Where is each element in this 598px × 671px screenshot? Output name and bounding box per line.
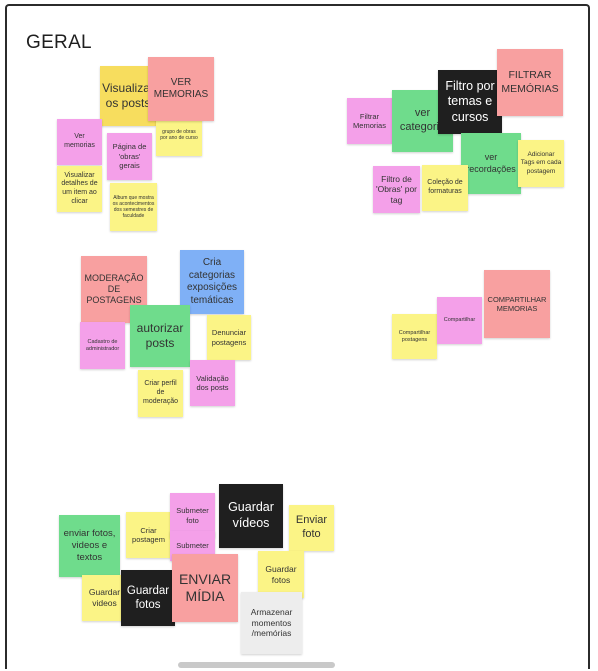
sticky-note-ver-recordacoes[interactable]: ver recordações	[461, 133, 521, 194]
sticky-note-grupo-obras[interactable]: grupo de obras por ano de curso	[156, 114, 202, 156]
sticky-note-adicionar-tags[interactable]: Adicionar Tags em cada postagem	[518, 140, 564, 187]
sticky-note-album-obras[interactable]: Album que mostra os acontecimentos dos s…	[110, 183, 157, 231]
sticky-note-filtrar-memorias[interactable]: Filtrar Memorias	[347, 98, 392, 144]
sticky-note-criar-perfil[interactable]: Criar perfil de moderação	[138, 370, 183, 417]
sticky-note-denunciar-postagens[interactable]: Denunciar postagens	[207, 315, 251, 360]
sticky-note-compartilhar-memorias-header[interactable]: COMPARTILHAR MEMORIAS	[484, 270, 550, 338]
sticky-note-ver-memorias[interactable]: Ver memorias	[57, 119, 102, 165]
sticky-note-guardar-videos-header[interactable]: Guardar vídeos	[219, 484, 283, 548]
sticky-note-guardar-fotos[interactable]: Guardar fotos	[121, 570, 175, 626]
sticky-note-submeter-foto[interactable]: Submeter foto	[170, 493, 215, 538]
sticky-note-enviar-fotos-videos[interactable]: enviar fotos, videos e textos	[59, 515, 120, 577]
sticky-note-compartilhar-postagens[interactable]: Compartilhar postagens	[392, 314, 437, 359]
sticky-note-filtrar-memorias-header[interactable]: FILTRAR MEMÓRIAS	[497, 49, 563, 116]
sticky-note-armazenar-momentos[interactable]: Armazenar momentos /memórias	[241, 592, 302, 654]
sticky-note-enviar-foto[interactable]: Enviar foto	[289, 505, 334, 551]
sticky-note-compartilhar[interactable]: Compartilhar	[437, 297, 482, 344]
sticky-note-cria-categorias[interactable]: Cria categorias exposições temáticas	[180, 250, 244, 314]
sticky-note-visualizar-posts[interactable]: Visualizar os posts	[100, 66, 156, 126]
sticky-note-cadastro-admin[interactable]: Cadastro de administrador	[80, 322, 125, 369]
horizontal-scrollbar[interactable]	[178, 662, 335, 668]
sticky-note-validacao-posts[interactable]: Validação dos posts	[190, 360, 235, 406]
sticky-note-guardar-fotos-yellow[interactable]: Guardar fotos	[258, 551, 304, 598]
sticky-note-autorizar-posts[interactable]: autorizar posts	[130, 305, 190, 367]
board-title: GERAL	[26, 32, 92, 53]
sticky-note-criar-postagem[interactable]: Criar postagem	[126, 512, 171, 558]
sticky-note-guardar-videos[interactable]: Guardar videos	[82, 575, 127, 621]
sticky-note-colecao-formaturas[interactable]: Coleção de formaturas	[422, 165, 468, 211]
sticky-note-pagina-obras[interactable]: Página de 'obras' gerais	[107, 133, 152, 180]
sticky-note-enviar-midia-header[interactable]: ENVIAR MÍDIA	[172, 554, 238, 622]
sticky-note-filtro-temas[interactable]: Filtro por temas e cursos	[438, 70, 502, 134]
sticky-note-filtro-obras-tag[interactable]: Filtro de 'Obras' por tag	[373, 166, 420, 213]
sticky-note-visualizar-detalhes[interactable]: Visualizar detalhes de um item ao clicar	[57, 166, 102, 212]
sticky-note-ver-memorias-header[interactable]: VER MEMORIAS	[148, 57, 214, 121]
